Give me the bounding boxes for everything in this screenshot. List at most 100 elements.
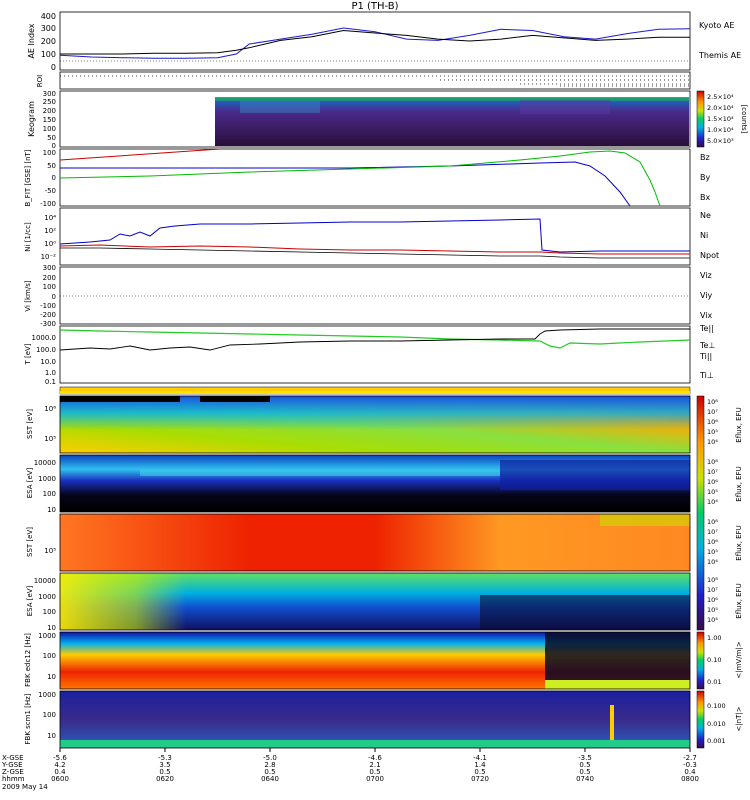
x-tick-label: -0.3	[683, 761, 697, 769]
svg-text:10.0: 10.0	[40, 358, 56, 366]
x-tick-label: -2.7	[683, 754, 697, 762]
keogram-cbar-ticks: 2.5×10⁴ 2.0×10⁴ 1.5×10⁴ 1.0×10⁴ 5.0×10³	[707, 93, 734, 145]
ae-yticks: 400 300 200 100 0	[41, 12, 56, 72]
svg-text:10⁵: 10⁵	[44, 435, 56, 443]
fbk1-label: FBK edc12 [Hz]	[24, 633, 32, 687]
svg-text:300: 300	[41, 24, 56, 33]
fbk2-label: FBK scm1 [Hz]	[24, 693, 32, 744]
velocity-ylabel: Vi [km/s]	[24, 280, 32, 311]
svg-text:10⁶: 10⁶	[707, 538, 718, 546]
legend-bx: Bx	[700, 193, 710, 202]
svg-text:10⁸: 10⁸	[707, 398, 718, 406]
fbk-scm1-panel: 1000 100 10 FBK scm1 [Hz] 0.100 0.010 0.…	[24, 690, 743, 749]
x-tick-label: 0.5	[579, 761, 590, 769]
eflux-cbar-ticks: 10⁸ 10⁷ 10⁶ 10⁵ 10⁴ 10⁸ 10⁷ 10⁶ 10⁵ 10⁴ …	[707, 398, 718, 624]
svg-text:-100: -100	[40, 302, 56, 310]
svg-text:1000.0: 1000.0	[32, 334, 57, 342]
svg-text:10: 10	[47, 732, 56, 740]
legend-vix: Vix	[700, 311, 713, 320]
x-tick-label: 1.4	[474, 761, 486, 769]
x-tick-label: 0600	[51, 775, 69, 783]
svg-text:10⁷: 10⁷	[707, 408, 718, 416]
svg-text:0: 0	[52, 174, 56, 182]
svg-text:10⁴: 10⁴	[707, 616, 718, 624]
bfield-panel: 100 50 0 -50 -100 B_FIT [GSE] [nT] Bz By…	[24, 148, 710, 208]
x-tick-label: 0620	[156, 775, 174, 783]
esa-electron-panel: 10000 1000 100 10 ESA [eV]	[26, 454, 691, 514]
npot-line	[59, 218, 690, 253]
velocity-yticks: 300 200 100 0 -100 -200 -300	[40, 264, 56, 328]
x-tick-label: 0.5	[579, 768, 590, 776]
svg-text:10: 10	[47, 624, 56, 632]
x-axis-ticks: -5.64.20.40600-5.33.50.50620-5.02.80.506…	[51, 748, 699, 783]
svg-text:100: 100	[43, 652, 56, 660]
fbk1-cbar-ticks: 1.00 0.10 0.01	[707, 634, 721, 686]
svg-text:100: 100	[43, 490, 56, 498]
ae-series-0	[59, 27, 691, 59]
svg-text:Eflux, EFU: Eflux, EFU	[735, 583, 743, 618]
svg-text:-100: -100	[40, 200, 56, 208]
svg-text:10²: 10²	[44, 227, 56, 235]
svg-text:Eflux, EFU: Eflux, EFU	[735, 466, 743, 501]
svg-text:1.0×10⁴: 1.0×10⁴	[707, 126, 734, 134]
esa-e-label: ESA [eV]	[26, 467, 34, 498]
temperature-panel: 1000.0 100.0 10.0 1.0 0.1 T [eV] Te|| Te…	[24, 324, 715, 386]
eflux-colorbar: 10⁸ 10⁷ 10⁶ 10⁵ 10⁴ 10⁸ 10⁷ 10⁶ 10⁵ 10⁴ …	[696, 395, 743, 631]
svg-text:400: 400	[41, 12, 56, 21]
svg-text:100: 100	[41, 50, 56, 59]
esa-i-yticks: 10000 1000 100 10	[34, 577, 56, 632]
fbk1-colorbar	[696, 631, 705, 690]
svg-text:hhmm: hhmm	[2, 775, 25, 783]
bfield-yticks: 100 50 0 -50 -100	[40, 149, 56, 208]
svg-text:10⁶: 10⁶	[44, 405, 56, 413]
sst-ion-panel: 10⁵ SST [eV]	[26, 513, 691, 572]
legend-viz: Viz	[700, 271, 712, 280]
svg-text:200: 200	[43, 107, 56, 115]
svg-text:250: 250	[43, 98, 56, 106]
x-tick-label: 3.5	[159, 761, 170, 769]
svg-text:5.0×10³: 5.0×10³	[707, 137, 734, 145]
svg-text:1.00: 1.00	[707, 634, 721, 642]
svg-text:1.5×10⁴: 1.5×10⁴	[707, 115, 734, 123]
fbk1-yticks: 1000 100 10	[38, 632, 56, 681]
x-tick-label: 0700	[366, 775, 384, 783]
svg-text:100: 100	[43, 125, 56, 133]
svg-text:50: 50	[47, 134, 56, 142]
svg-text:10⁷: 10⁷	[707, 586, 718, 594]
legend-npot: Npot	[700, 251, 719, 260]
fbk-edc12-panel: 1000 100 10 FBK edc12 [Hz] 1.00 0.10 0.0…	[24, 631, 743, 690]
x-tick-label: 0.5	[264, 768, 275, 776]
svg-text:300: 300	[43, 90, 56, 98]
x-tick-label: 0.5	[159, 768, 170, 776]
sst-e-label: SST [eV]	[26, 409, 34, 439]
x-axis: X-GSE Y-GSE Z-GSE hhmm 2009 May 14 -5.64…	[1, 748, 699, 791]
ni-line	[60, 247, 690, 259]
svg-text:100: 100	[43, 149, 56, 157]
svg-text:10⁸: 10⁸	[707, 576, 718, 584]
svg-text:Eflux, EFU: Eflux, EFU	[735, 525, 743, 560]
svg-text:200: 200	[41, 37, 56, 46]
svg-text:10⁷: 10⁷	[707, 468, 718, 476]
svg-text:0.001: 0.001	[707, 737, 726, 745]
density-ylabel: Ni [1/cc]	[24, 222, 32, 252]
svg-text:100: 100	[43, 711, 56, 719]
legend-by: By	[700, 173, 710, 182]
roi-panel: ROI	[36, 71, 691, 90]
svg-text:<|nT|>: <|nT|>	[735, 706, 743, 731]
keogram-yticks: 300 250 200 150 100 50 0	[43, 90, 56, 150]
svg-text:0: 0	[51, 63, 56, 72]
fbk2-cbar-ticks: 0.100 0.010 0.001	[707, 702, 726, 745]
esa-i-label: ESA [eV]	[26, 585, 34, 616]
x-axis-row-labels: X-GSE Y-GSE Z-GSE hhmm 2009 May 14	[1, 754, 48, 791]
svg-text:1.0: 1.0	[45, 369, 56, 377]
svg-text:2.0×10⁴: 2.0×10⁴	[707, 104, 734, 112]
svg-text:100.0: 100.0	[36, 346, 56, 354]
svg-text:X-GSE: X-GSE	[2, 754, 24, 762]
svg-text:10: 10	[47, 506, 56, 514]
esa-e-yticks: 10000 1000 100 10	[34, 459, 56, 514]
te-line	[59, 328, 690, 351]
svg-text:10⁶: 10⁶	[707, 478, 718, 486]
legend-ti-perp: Ti⊥	[699, 371, 714, 380]
svg-text:10⁶: 10⁶	[707, 418, 718, 426]
svg-text:100: 100	[43, 608, 56, 616]
